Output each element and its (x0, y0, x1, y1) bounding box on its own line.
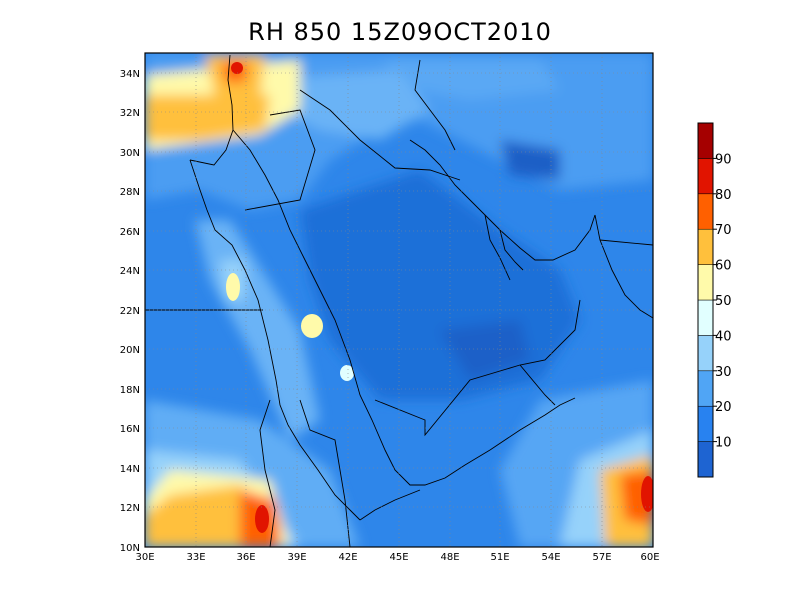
colorbar-segment (697, 264, 714, 301)
lat-axis: 34N 32N 30N 28N 26N 24N 22N 20N 18N 16N … (120, 69, 140, 554)
lat-label: 22N (120, 306, 140, 317)
graticule (145, 53, 653, 547)
lon-label: 33E (186, 552, 205, 563)
colorbar-label: 30 (715, 365, 732, 380)
colorbar-segment (697, 405, 714, 442)
lat-label: 24N (120, 266, 140, 277)
colorbar-segment (697, 158, 714, 195)
lat-label: 20N (120, 345, 140, 356)
lon-label: 51E (490, 552, 509, 563)
colorbar-segment (697, 193, 714, 230)
lat-label: 10N (120, 543, 140, 554)
lon-label: 30E (135, 552, 154, 563)
lat-label: 30N (120, 148, 140, 159)
colorbar-segment (697, 299, 714, 336)
colorbar-label: 80 (715, 188, 732, 203)
colorbar-label: 40 (715, 329, 732, 344)
map-frame (144, 52, 654, 548)
colorbar-segment (697, 122, 714, 159)
colorbar-label: 70 (715, 223, 732, 238)
colorbar-label: 10 (715, 436, 732, 451)
rh-field (145, 53, 653, 547)
lat-label: 18N (120, 385, 140, 396)
lon-axis: 30E 33E 36E 39E 42E 45E 48E 51E 54E 57E … (135, 552, 659, 563)
colorbar-label: 90 (715, 152, 732, 167)
colorbar-segment (697, 228, 714, 265)
colorbar-segment (697, 335, 714, 372)
lat-label: 12N (120, 503, 140, 514)
lon-label: 60E (640, 552, 659, 563)
colorbar-label: 20 (715, 400, 732, 415)
lat-label: 16N (120, 424, 140, 435)
colorbar-label: 60 (715, 259, 732, 274)
lat-label: 34N (120, 69, 140, 80)
lat-label: 32N (120, 108, 140, 119)
colorbar-frame (697, 122, 714, 478)
lon-label: 54E (541, 552, 560, 563)
colorbar-segment (697, 441, 714, 478)
colorbar: 10 20 30 40 50 60 70 80 90 (697, 122, 732, 478)
lon-label: 48E (440, 552, 459, 563)
colorbar-segment (697, 370, 714, 407)
colorbar-label: 50 (715, 294, 732, 309)
lat-label: 14N (120, 464, 140, 475)
lon-label: 42E (338, 552, 357, 563)
lon-label: 45E (389, 552, 408, 563)
lat-label: 26N (120, 227, 140, 238)
lon-label: 57E (592, 552, 611, 563)
map-title: RH 850 15Z09OCT2010 (248, 18, 552, 46)
lon-label: 36E (236, 552, 255, 563)
lat-label: 28N (120, 187, 140, 198)
lon-label: 39E (287, 552, 306, 563)
